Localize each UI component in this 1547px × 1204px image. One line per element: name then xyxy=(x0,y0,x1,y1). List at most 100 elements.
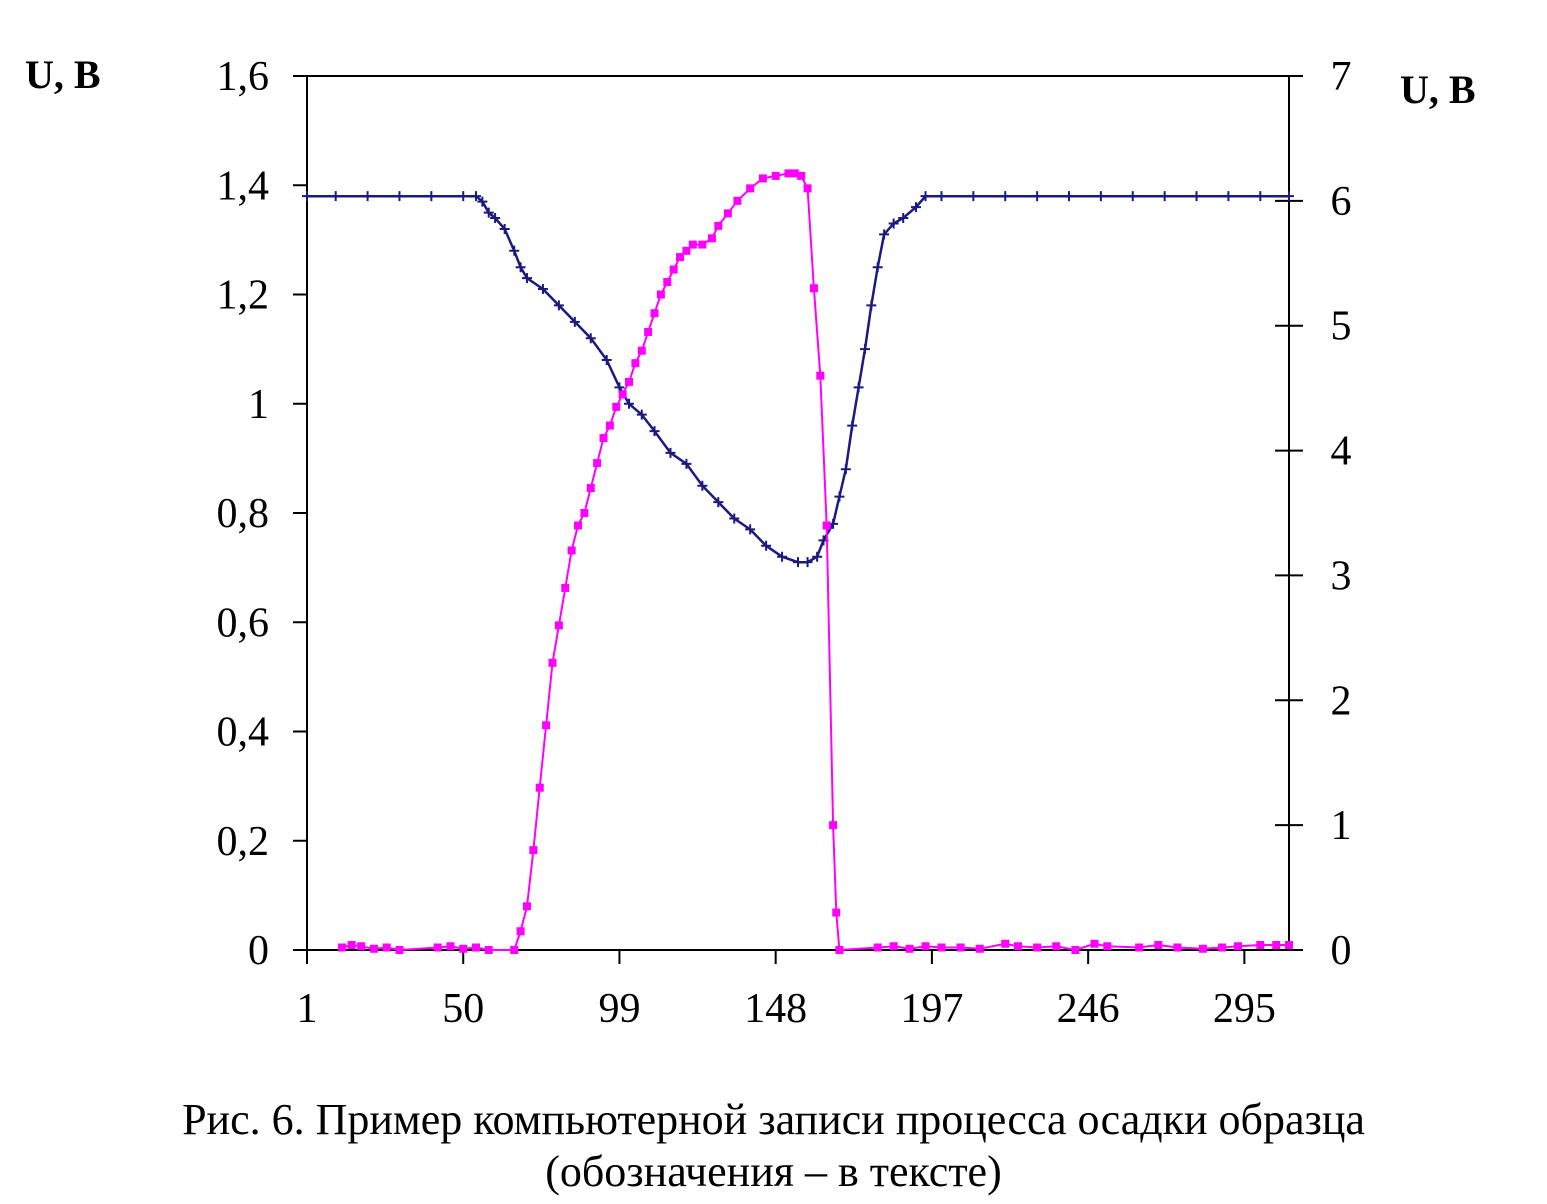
series-2-point xyxy=(618,390,627,399)
y-axis-left-title: U, В xyxy=(25,52,101,97)
series-1-point xyxy=(879,229,890,240)
series-2-point xyxy=(516,927,525,936)
series-2-point xyxy=(723,209,732,218)
figure-caption-line-1: Рис. 6. Пример компьютерной записи проце… xyxy=(182,1095,1365,1144)
series-1-point xyxy=(888,218,899,229)
series-1-point xyxy=(853,382,864,393)
series-1-point xyxy=(1159,191,1170,202)
y-right-tick-label: 0 xyxy=(1331,928,1352,974)
chart-series-layer xyxy=(302,169,1294,954)
series-1-point xyxy=(834,491,845,502)
y-left-tick-label: 1 xyxy=(248,382,269,428)
series-2-point xyxy=(1173,943,1182,952)
series-2-point xyxy=(669,265,678,274)
series-2-point xyxy=(522,902,531,911)
series-2-point xyxy=(873,943,882,952)
series-1-point xyxy=(585,333,596,344)
series-2-point xyxy=(956,943,965,952)
series-2-point xyxy=(676,253,685,262)
series-2-point xyxy=(1013,942,1022,951)
series-2-point xyxy=(809,284,818,293)
series-2-point xyxy=(1285,941,1293,950)
y-left-tick-label: 1,2 xyxy=(217,273,270,319)
series-2-point xyxy=(574,521,583,530)
series-2-point xyxy=(790,169,799,178)
series-2-point xyxy=(1103,942,1112,951)
series-2-point xyxy=(656,290,665,299)
series-2-point xyxy=(446,942,455,951)
series-2-point xyxy=(554,621,563,630)
series-2 xyxy=(338,169,1293,954)
series-1-point xyxy=(745,524,756,535)
series-2-point xyxy=(567,546,576,555)
x-tick-label: 246 xyxy=(1057,986,1120,1032)
series-2-point xyxy=(771,171,780,180)
series-2-point xyxy=(347,941,356,950)
series-2-point xyxy=(835,946,844,954)
series-2-point xyxy=(529,846,538,855)
series-1-point xyxy=(812,551,823,562)
series-2-point xyxy=(510,946,519,954)
x-tick-label: 295 xyxy=(1213,986,1276,1032)
series-1-point xyxy=(1255,191,1266,202)
series-2-point xyxy=(433,943,442,952)
series-1-point xyxy=(1127,191,1138,202)
series-1-point xyxy=(847,420,858,431)
series-1-point xyxy=(1223,191,1234,202)
series-2-point xyxy=(548,658,557,667)
series-2-point xyxy=(357,942,366,951)
series-1-point xyxy=(920,191,931,202)
y-right-tick-label: 6 xyxy=(1331,179,1352,225)
series-1-point xyxy=(394,191,405,202)
series-2-point xyxy=(714,221,723,230)
series-2-point xyxy=(682,246,691,255)
y-right-tick-label: 3 xyxy=(1331,553,1352,599)
x-tick-label: 197 xyxy=(900,986,963,1032)
series-1-point xyxy=(515,262,526,273)
series-1-point xyxy=(777,551,788,562)
series-2-point xyxy=(1033,943,1042,952)
series-1-point xyxy=(936,191,947,202)
series-2-point xyxy=(471,943,480,952)
series-1-point xyxy=(697,480,708,491)
series-2-point xyxy=(688,240,697,249)
series-1-point xyxy=(649,426,660,437)
series-2-point xyxy=(369,944,378,953)
y-left-tick-label: 0,8 xyxy=(217,491,270,537)
series-1-point xyxy=(793,557,803,568)
series-2-point xyxy=(829,821,838,830)
series-2-point xyxy=(542,721,551,730)
figure-caption-line-2: (обозначения – в тексте) xyxy=(545,1147,1002,1196)
y-right-tick-label: 2 xyxy=(1331,678,1352,724)
series-2-point xyxy=(599,434,608,443)
y-left-tick-label: 0,6 xyxy=(217,600,270,646)
series-2-point xyxy=(484,946,493,954)
y-right-tick-label: 5 xyxy=(1331,304,1352,350)
series-2-point xyxy=(631,359,640,368)
y-left-tick-label: 0,2 xyxy=(217,819,270,865)
series-1-point xyxy=(802,557,813,568)
series-1-point xyxy=(426,191,437,202)
series-2-point xyxy=(733,196,742,205)
series-1-point xyxy=(553,300,564,311)
series-1-point xyxy=(1191,191,1202,202)
series-2-point xyxy=(395,946,404,954)
series-2-point xyxy=(561,583,570,592)
series-1-point xyxy=(1064,191,1075,202)
series-2-point xyxy=(1272,941,1281,950)
x-tick-label: 148 xyxy=(744,986,807,1032)
series-1-point xyxy=(1284,191,1294,202)
series-2-point xyxy=(1218,943,1227,952)
series-1-point xyxy=(601,355,612,366)
series-2-point xyxy=(605,421,614,430)
series-1-point xyxy=(866,300,877,311)
x-tick-label: 1 xyxy=(297,986,318,1032)
series-2-point xyxy=(644,327,653,336)
series-1-point xyxy=(968,191,979,202)
series-1-point xyxy=(509,245,520,256)
series-1-point xyxy=(569,316,580,327)
series-2-point xyxy=(937,943,946,952)
series-1-point xyxy=(840,464,851,475)
series-2-point xyxy=(822,521,831,530)
